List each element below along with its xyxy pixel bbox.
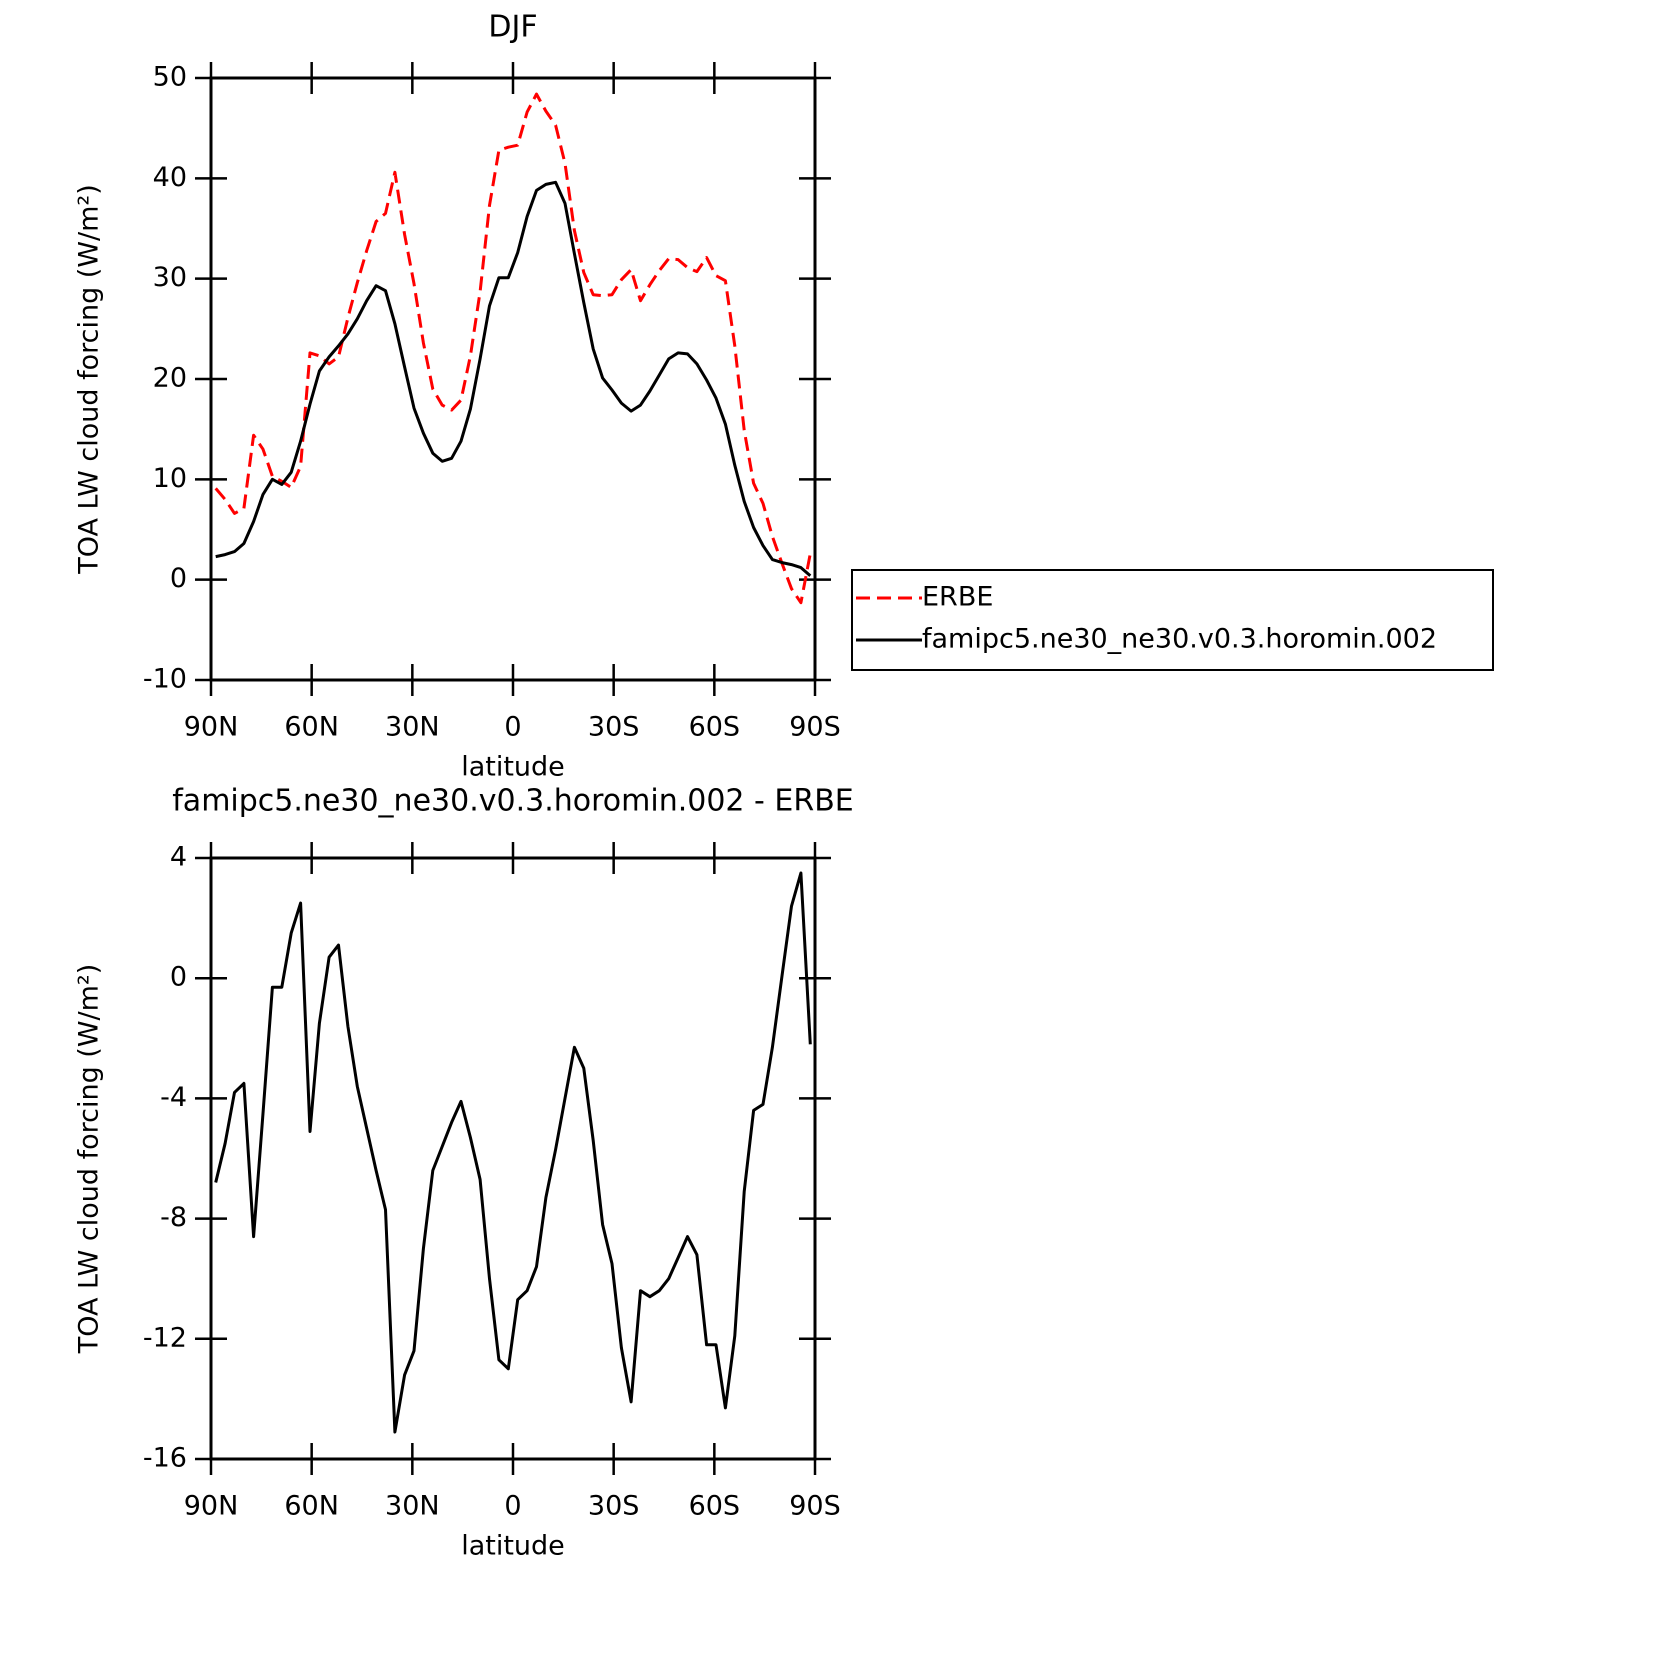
y-tick-label: -10 — [143, 664, 187, 695]
y-tick-label: -8 — [160, 1202, 187, 1233]
y-tick-label: 0 — [170, 563, 187, 594]
data-line — [214, 92, 812, 605]
chart-title: famipc5.ne30_ne30.v0.3.horomin.002 - ERB… — [172, 784, 854, 819]
y-axis-label: TOA LW cloud forcing (W/m²) — [74, 184, 105, 575]
y-tick-label: 30 — [153, 262, 187, 293]
x-tick-label: 90N — [184, 1491, 239, 1522]
y-tick-label: 40 — [153, 162, 187, 193]
legend-label: ERBE — [922, 582, 993, 613]
x-axis-label: latitude — [461, 752, 565, 783]
y-tick-label: 50 — [153, 62, 187, 93]
x-tick-label: 60N — [284, 1491, 339, 1522]
x-tick-label: 30N — [385, 712, 440, 743]
y-tick-label: 20 — [153, 363, 187, 394]
x-tick-label: 30S — [588, 712, 640, 743]
legend-label: famipc5.ne30_ne30.v0.3.horomin.002 — [922, 624, 1437, 655]
x-tick-label: 0 — [504, 712, 521, 743]
x-axis-label: latitude — [461, 1531, 565, 1562]
legend-box — [851, 569, 1494, 671]
y-tick-label: 0 — [170, 962, 187, 993]
x-tick-label: 30N — [385, 1491, 440, 1522]
plot-frame — [209, 856, 817, 1461]
x-tick-label: 90S — [789, 712, 841, 743]
data-line — [215, 180, 812, 577]
x-tick-label: 60N — [284, 712, 339, 743]
y-tick-label: -16 — [143, 1443, 187, 1474]
y-axis-label: TOA LW cloud forcing (W/m²) — [74, 964, 105, 1355]
y-tick-label: 10 — [153, 463, 187, 494]
chart-title: DJF — [488, 10, 537, 45]
x-tick-label: 60S — [689, 712, 741, 743]
x-tick-label: 30S — [588, 1491, 640, 1522]
y-tick-label: -12 — [143, 1322, 187, 1353]
y-tick-label: -4 — [160, 1082, 187, 1113]
data-line — [214, 871, 812, 1434]
plot-frame — [209, 76, 817, 682]
x-tick-label: 90N — [184, 712, 239, 743]
y-tick-label: 4 — [170, 842, 187, 873]
x-tick-label: 90S — [789, 1491, 841, 1522]
x-tick-label: 0 — [504, 1491, 521, 1522]
x-tick-label: 60S — [689, 1491, 741, 1522]
